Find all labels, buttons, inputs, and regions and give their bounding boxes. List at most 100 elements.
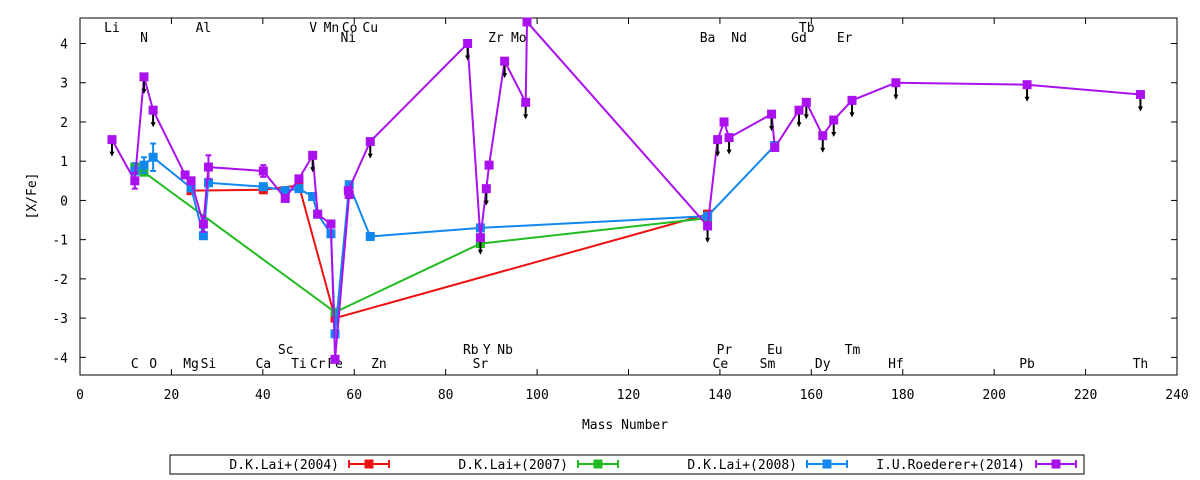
x-tick-label: 120: [617, 388, 640, 403]
data-point: [107, 135, 117, 145]
data-point: [481, 184, 491, 194]
element-label: Cr: [310, 357, 326, 372]
y-tick-label: 4: [60, 38, 68, 53]
y-tick-label: 2: [60, 116, 68, 131]
upper-limit-arrowhead: [1024, 96, 1030, 102]
y-tick-label: -2: [52, 273, 68, 288]
x-tick-label: 100: [525, 388, 548, 403]
element-label: Er: [837, 31, 853, 46]
data-point: [326, 219, 336, 229]
y-tick-label: -1: [52, 234, 68, 249]
element-label: Nd: [731, 31, 747, 46]
upper-limit-arrowhead: [465, 55, 471, 61]
data-point: [484, 160, 494, 170]
y-tick-labels: -4 -3 -2 -1 0 1 2 3 4: [52, 38, 68, 367]
y-tick-label: -3: [52, 312, 68, 327]
data-point: [280, 193, 290, 203]
element-label: Y: [483, 343, 491, 358]
data-point: [180, 170, 190, 180]
x-tick-label: 220: [1074, 388, 1097, 403]
element-label: Mn: [324, 21, 340, 36]
data-point: [847, 95, 857, 105]
data-point: [280, 186, 290, 196]
element-label: Dy: [815, 357, 831, 372]
element-label: Al: [196, 21, 212, 36]
data-point: [198, 231, 208, 241]
legend-label: D.K.Lai+(2007): [458, 458, 568, 473]
element-label: Co: [342, 21, 358, 36]
x-tick-label: 20: [164, 388, 180, 403]
legend-marker: [364, 459, 374, 469]
data-point: [365, 232, 375, 242]
data-point: [818, 131, 828, 141]
upper-limit-arrowhead: [820, 147, 826, 153]
data-point: [724, 133, 734, 143]
y-axis-label: [X/Fe]: [25, 173, 40, 220]
data-point: [521, 97, 531, 107]
data-point: [130, 176, 140, 186]
series-line: [134, 166, 708, 314]
element-label: Hf: [888, 357, 904, 372]
series-group: [130, 141, 780, 339]
data-point: [186, 183, 196, 193]
x-tick-label: 160: [800, 388, 823, 403]
legend-label: D.K.Lai+(2008): [687, 458, 797, 473]
data-point: [330, 354, 340, 364]
element-label: Ba: [700, 31, 716, 46]
data-point: [198, 219, 208, 229]
data-point: [294, 174, 304, 184]
x-tick-label: 240: [1165, 388, 1188, 403]
legend-marker: [593, 459, 603, 469]
series-group: [107, 17, 1145, 364]
legend-label: I.U.Roederer+(2014): [876, 458, 1025, 473]
element-label: Sc: [278, 343, 294, 358]
data-point: [1135, 90, 1145, 99]
element-label: Eu: [767, 343, 783, 358]
data-point: [891, 78, 901, 88]
element-label: Zn: [371, 357, 387, 372]
data-point: [500, 56, 510, 66]
data-point: [294, 184, 304, 194]
legend: D.K.Lai+(2004) D.K.Lai+(2007) D.K.Lai+(200…: [169, 454, 1085, 475]
element-label: Li: [104, 21, 120, 36]
data-point: [703, 211, 713, 221]
element-label: Ca: [255, 357, 271, 372]
element-label: Gd: [791, 31, 807, 46]
data-point: [794, 105, 804, 115]
upper-limit-arrowhead: [831, 132, 837, 137]
upper-limit-arrowhead: [803, 114, 809, 120]
element-label: Mg: [183, 357, 199, 372]
element-label: Si: [201, 357, 217, 372]
upper-limit-arrowhead: [849, 112, 855, 118]
upper-limit-arrowhead: [109, 151, 115, 157]
series-line: [134, 144, 776, 334]
upper-limit-arrowhead: [367, 153, 373, 159]
data-point: [770, 142, 780, 152]
upper-limit-arrowhead: [150, 122, 156, 128]
legend-box: [169, 454, 1085, 475]
x-tick-label: 0: [76, 388, 84, 403]
data-point: [522, 17, 532, 27]
x-tick-label: 180: [891, 388, 914, 403]
series-layer: [107, 17, 1145, 364]
element-label: Ce: [713, 357, 729, 372]
element-label: Sr: [473, 357, 489, 372]
upper-limit-arrowhead: [769, 126, 775, 132]
upper-limit-arrowhead: [726, 149, 732, 155]
upper-limit-arrowhead: [705, 237, 711, 243]
upper-limit-arrowhead: [310, 167, 316, 173]
data-point: [148, 105, 158, 115]
upper-limit-arrowhead: [502, 73, 508, 79]
x-tick-labels: 0 20 40 60 80 100 120 140 160 180 200 220 240: [76, 388, 1189, 403]
data-point: [313, 209, 323, 219]
data-point: [343, 186, 353, 196]
data-point: [767, 109, 777, 119]
upper-limit-arrowhead: [715, 151, 721, 157]
data-point: [258, 182, 268, 192]
upper-limit-arrowhead: [523, 114, 529, 120]
data-point: [139, 72, 149, 82]
y-tick-label: -4: [52, 351, 68, 366]
element-label: Tb: [799, 21, 815, 36]
